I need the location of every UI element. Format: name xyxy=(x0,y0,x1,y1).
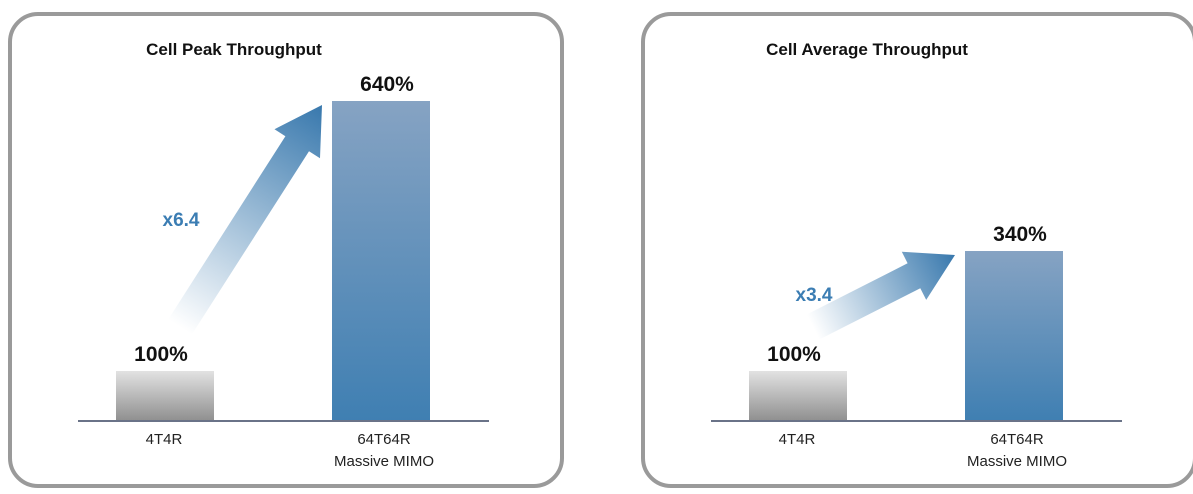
category-label: 4T4R xyxy=(779,431,816,448)
chart-average: Cell Average Throughput 100% 340% x3.4 4T4R… xyxy=(711,40,1122,470)
growth-arrow xyxy=(168,105,322,335)
category-label: 64T64R xyxy=(990,431,1044,448)
chart-title: Cell Peak Throughput xyxy=(146,40,322,59)
chart-title: Cell Average Throughput xyxy=(766,40,968,59)
category-label: Massive MIMO xyxy=(967,453,1067,470)
chart-panel-peak: Cell Peak Throughput 100% 640% x6.4 4T4R 64T… xyxy=(8,12,564,488)
multiplier-label: x6.4 xyxy=(163,210,200,231)
category-label: 4T4R xyxy=(146,431,183,448)
multiplier-label: x3.4 xyxy=(796,285,833,306)
category-label: 64T64R xyxy=(357,431,411,448)
bar-4t4r xyxy=(749,371,847,421)
value-label: 100% xyxy=(767,343,821,366)
bar-4t4r xyxy=(116,371,214,421)
value-label: 100% xyxy=(134,343,188,366)
bar-64t64r xyxy=(332,101,430,421)
value-label: 340% xyxy=(993,223,1047,246)
bar-64t64r xyxy=(965,251,1063,421)
chart-panel-average: Cell Average Throughput 100% 340% x3.4 4T4R… xyxy=(641,12,1193,488)
growth-arrow xyxy=(806,251,955,340)
chart-peak: Cell Peak Throughput 100% 640% x6.4 4T4R 64T… xyxy=(78,40,489,470)
value-label: 640% xyxy=(360,73,414,96)
category-label: Massive MIMO xyxy=(334,453,434,470)
